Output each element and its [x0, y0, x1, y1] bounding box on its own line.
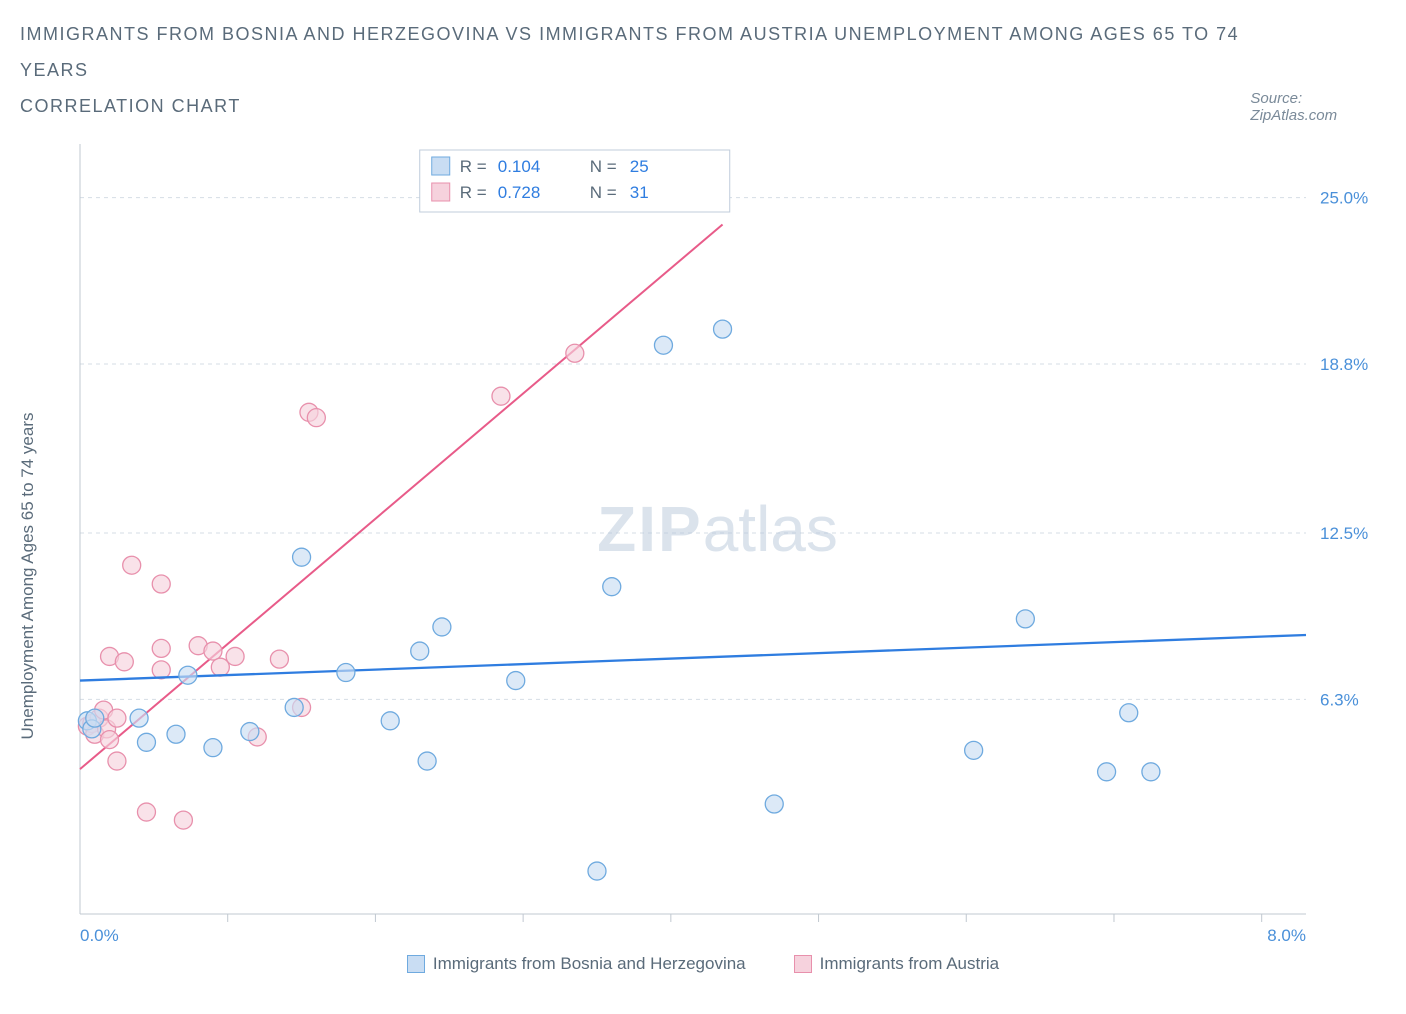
- title-line2: CORRELATION CHART: [20, 96, 241, 116]
- svg-text:R =: R =: [460, 183, 487, 202]
- y-axis-label: Unemployment Among Ages 65 to 74 years: [18, 413, 38, 740]
- svg-text:25: 25: [630, 157, 649, 176]
- legend-swatch-bosnia: [407, 955, 425, 973]
- svg-text:25.0%: 25.0%: [1320, 189, 1368, 208]
- x-axis-min-label: 0.0%: [80, 926, 119, 946]
- legend-item-bosnia: Immigrants from Bosnia and Herzegovina: [407, 954, 746, 974]
- svg-text:N =: N =: [590, 183, 617, 202]
- legend-item-austria: Immigrants from Austria: [794, 954, 1000, 974]
- svg-text:12.5%: 12.5%: [1320, 524, 1368, 543]
- x-axis-end-labels: 0.0% 8.0%: [80, 926, 1306, 946]
- title-line1: IMMIGRANTS FROM BOSNIA AND HERZEGOVINA V…: [20, 24, 1239, 80]
- scatter-chart: 6.3% 12.5% 18.8% 25.0% R = 0.104 N = 25 R = 0.728…: [20, 134, 1386, 954]
- x-axis-max-label: 8.0%: [1267, 926, 1306, 946]
- svg-text:6.3%: 6.3%: [1320, 690, 1359, 709]
- svg-text:0.728: 0.728: [498, 183, 541, 202]
- legend-swatch-austria: [794, 955, 812, 973]
- svg-text:18.8%: 18.8%: [1320, 355, 1368, 374]
- chart-title: IMMIGRANTS FROM BOSNIA AND HERZEGOVINA V…: [20, 16, 1250, 124]
- svg-text:N =: N =: [590, 157, 617, 176]
- svg-text:0.104: 0.104: [498, 157, 541, 176]
- bottom-legend: Immigrants from Bosnia and Herzegovina I…: [20, 954, 1386, 974]
- legend-label-bosnia: Immigrants from Bosnia and Herzegovina: [433, 954, 746, 974]
- chart-container: Unemployment Among Ages 65 to 74 years 6…: [20, 134, 1386, 998]
- legend-label-austria: Immigrants from Austria: [820, 954, 1000, 974]
- svg-text:31: 31: [630, 183, 649, 202]
- source-attribution: Source: ZipAtlas.com: [1250, 90, 1386, 124]
- svg-text:R =: R =: [460, 157, 487, 176]
